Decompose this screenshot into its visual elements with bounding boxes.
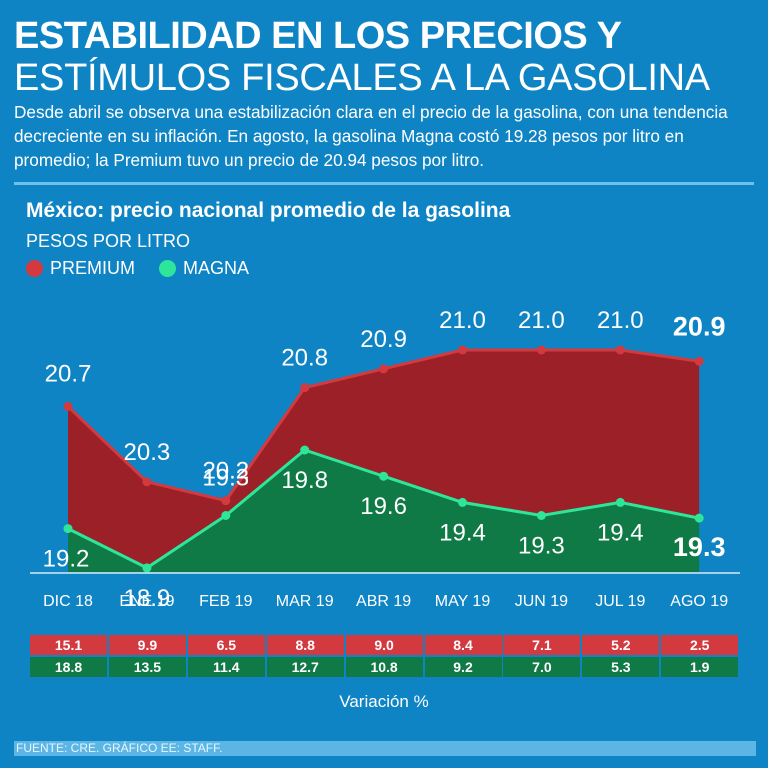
premium-variation-DIC-18: 15.1 xyxy=(30,635,107,655)
magna-point-ABR-19 xyxy=(379,471,389,481)
magna-area xyxy=(68,450,700,572)
magna-variation-DIC-18: 18.8 xyxy=(30,657,107,677)
x-tick-DIC-18: DIC 18 xyxy=(43,593,93,610)
premium-label-ENE-19: 20.3 xyxy=(124,439,171,466)
premium-variation-FEB-19: 6.5 xyxy=(187,635,265,655)
magna-label-FEB-19: 19.3 xyxy=(202,465,249,492)
premium-label-AGO-19: 20.9 xyxy=(673,311,726,341)
x-tick-MAR-19: MAR 19 xyxy=(276,593,334,610)
x-tick-MAY-19: MAY 19 xyxy=(435,593,491,610)
magna-point-DIC-18 xyxy=(63,524,73,534)
legend: PREMIUM MAGNA xyxy=(26,258,273,279)
title-line-1: ESTABILIDAD EN LOS PRECIOS Y xyxy=(14,15,622,57)
magna-point-AGO-19 xyxy=(694,513,704,523)
x-tick-JUN-19: JUN 19 xyxy=(515,593,568,610)
legend-label-premium: PREMIUM xyxy=(50,258,135,278)
x-tick-ENE-19: ENE 19 xyxy=(119,593,174,610)
premium-variation-JUL-19: 5.2 xyxy=(582,635,660,655)
magna-label-MAY-19: 19.4 xyxy=(439,519,486,546)
premium-point-ENE-19 xyxy=(142,477,152,487)
intro-text: Desde abril se observa una estabilizació… xyxy=(14,102,728,170)
magna-variation-MAR-19: 12.7 xyxy=(266,657,344,677)
premium-label-MAY-19: 21.0 xyxy=(439,307,486,334)
magna-label-DIC-18: 19.2 xyxy=(43,546,90,573)
premium-point-FEB-19 xyxy=(221,496,231,506)
magna-label-JUN-19: 19.3 xyxy=(518,533,565,560)
magna-variation-JUL-19: 5.3 xyxy=(582,657,660,677)
premium-point-MAR-19 xyxy=(300,383,310,393)
premium-variation-ABR-19: 9.0 xyxy=(345,635,423,655)
chart-unit-label: PESOS POR LITRO xyxy=(26,231,191,251)
magna-label-JUL-19: 19.4 xyxy=(597,519,644,546)
magna-variation-JUN-19: 7.0 xyxy=(503,657,581,677)
magna-point-MAY-19 xyxy=(458,497,467,507)
magna-point-FEB-19 xyxy=(221,511,231,520)
magna-variation-AGO-19: 1.9 xyxy=(661,657,739,677)
source-footer: FUENTE: CRE. GRÁFICO EE: STAFF. xyxy=(14,741,756,756)
magna-label-MAR-19: 19.8 xyxy=(281,467,328,494)
legend-item-magna: MAGNA xyxy=(159,258,249,279)
premium-label-ABR-19: 20.9 xyxy=(360,326,407,353)
premium-label-JUN-19: 21.0 xyxy=(518,307,565,334)
premium-variation-ENE-19: 9.9 xyxy=(108,635,186,655)
magna-point-MAR-19 xyxy=(300,445,310,455)
variation-label: Variación % xyxy=(339,692,429,711)
premium-label-DIC-18: 20.7 xyxy=(45,360,92,387)
premium-point-ABR-19 xyxy=(379,364,389,374)
premium-variation-MAR-19: 8.8 xyxy=(266,635,344,655)
magna-label-ENE-19: 18.9 xyxy=(124,585,171,612)
magna-variation-ENE-19: 13.5 xyxy=(108,657,186,677)
x-tick-AGO-19: AGO 19 xyxy=(670,593,728,610)
x-tick-FEB-19: FEB 19 xyxy=(199,593,252,610)
magna-point-ENE-19 xyxy=(142,563,152,573)
premium-point-AGO-19 xyxy=(694,356,704,366)
premium-point-DIC-18 xyxy=(63,401,73,411)
variation-row-magna: 18.8 13.5 11.4 12.7 10.8 9.2 7.0 5.3 1.9 xyxy=(30,657,739,677)
premium-label-MAR-19: 20.8 xyxy=(281,345,328,372)
legend-label-magna: MAGNA xyxy=(183,258,250,278)
premium-variation-MAY-19: 8.4 xyxy=(424,635,502,655)
chart-title: México: precio nacional promedio de la g… xyxy=(26,199,511,222)
magna-label-AGO-19: 19.3 xyxy=(673,532,726,562)
premium-label-JUL-19: 21.0 xyxy=(597,307,644,334)
premium-dot-icon xyxy=(26,260,43,277)
premium-variation-AGO-19: 2.5 xyxy=(661,635,739,655)
magna-point-JUL-19 xyxy=(615,497,625,507)
magna-variation-FEB-19: 11.4 xyxy=(187,657,265,677)
magna-point-JUN-19 xyxy=(536,511,546,520)
variation-row-premium: 15.1 9.9 6.5 8.8 9.0 8.4 7.1 5.2 2.5 xyxy=(30,635,739,655)
premium-variation-JUN-19: 7.1 xyxy=(503,635,581,655)
premium-label-FEB-19: 20.2 xyxy=(202,458,249,485)
magna-label-ABR-19: 19.6 xyxy=(360,493,407,520)
price-area-chart: 20.7 20.3 20.2 20.8 20.9 21.0 21.0 21.0 20.9 19.2… xyxy=(30,307,740,612)
magna-dot-icon xyxy=(159,260,176,277)
premium-point-JUL-19 xyxy=(615,345,625,355)
divider xyxy=(14,182,754,185)
legend-item-premium: PREMIUM xyxy=(26,258,135,279)
premium-point-JUN-19 xyxy=(536,345,546,355)
x-tick-ABR-19: ABR 19 xyxy=(356,593,411,610)
magna-variation-MAY-19: 9.2 xyxy=(424,657,502,677)
x-tick-JUL-19: JUL 19 xyxy=(595,593,645,610)
magna-variation-ABR-19: 10.8 xyxy=(345,657,423,677)
premium-point-MAY-19 xyxy=(458,345,467,355)
title-line-2: ESTÍMULOS FISCALES A LA GASOLINA xyxy=(14,57,710,99)
